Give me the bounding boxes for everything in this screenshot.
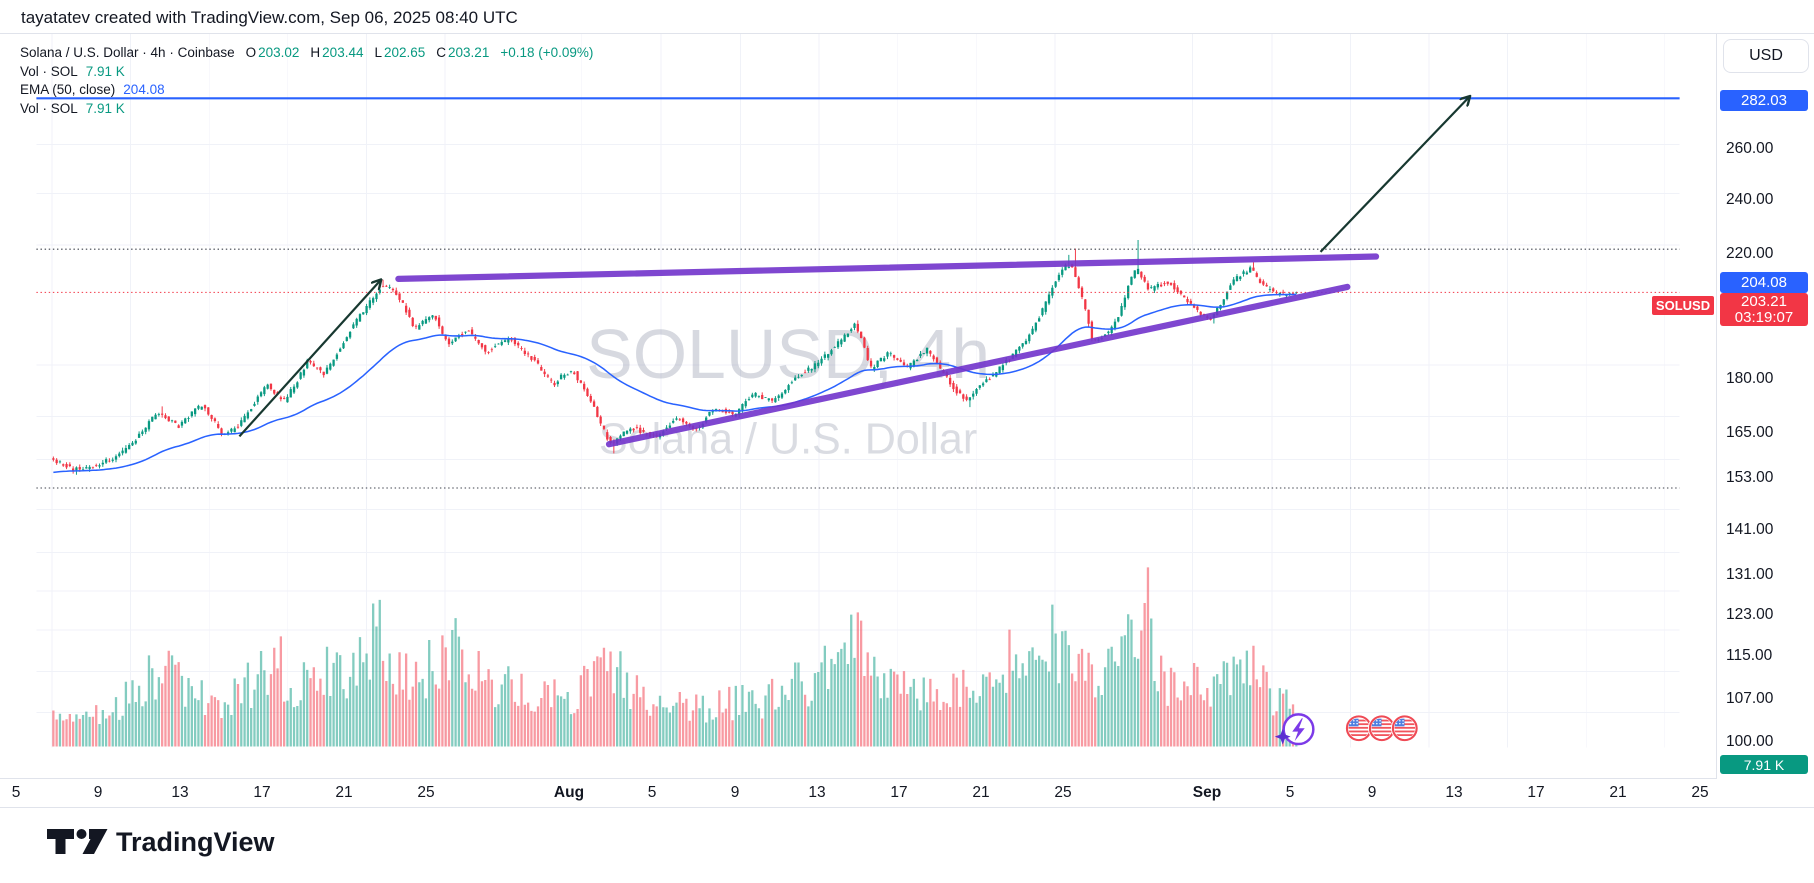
price-tick-label: 165.00	[1726, 424, 1774, 441]
price-tick-label: 180.00	[1726, 370, 1774, 387]
time-axis[interactable]: 5 9 13 17 21 25 Aug 5 9 13 17 21 25 Sep 5 9 13 17 21 25	[0, 778, 1814, 808]
volume2-label: Vol · SOL	[20, 100, 78, 116]
change-value: +0.18 (+0.09%)	[500, 45, 594, 60]
arrow-drawing-1	[238, 281, 380, 438]
horizontal-line-price-badge: 282.03	[1720, 90, 1808, 111]
price-tick-label: 100.00	[1726, 733, 1774, 750]
economic-event-flag-icon[interactable]	[1345, 714, 1373, 743]
time-tick-label: 25	[1054, 784, 1072, 801]
candles-and-volume	[52, 239, 1298, 747]
time-tick-label: 13	[808, 784, 826, 801]
price-axis[interactable]: USD 260.00 240.00 220.00 180.00 165.00 153.00…	[1716, 34, 1814, 779]
time-tick-label: 9	[93, 784, 103, 801]
time-tick-label: Aug	[553, 784, 585, 801]
close-value: 203.21	[448, 45, 490, 60]
ema-line	[53, 293, 1297, 474]
event-icons[interactable]	[1274, 713, 1419, 746]
time-tick-label: 9	[1367, 784, 1377, 801]
bar-countdown: 03:19:07	[1734, 308, 1794, 326]
ema-value: 204.08	[123, 82, 165, 97]
watermark-title: Solana / U.S. Dollar	[599, 415, 977, 463]
lightning-event-icon[interactable]	[1274, 713, 1315, 746]
high-value: 203.44	[322, 45, 364, 60]
legend-volume-row-2[interactable]: Vol · SOL 7.91 K	[20, 100, 593, 119]
time-tick-label: 17	[890, 784, 908, 801]
ema-label: EMA (50, close)	[20, 82, 116, 97]
arrow-drawing-2	[1319, 97, 1469, 253]
time-tick-label: 25	[1691, 784, 1709, 801]
legend-volume-row[interactable]: Vol · SOL 7.91 K	[20, 63, 593, 82]
last-price-value: 203.21	[1741, 293, 1787, 310]
symbol-title: Solana / U.S. Dollar · 4h · Coinbase	[20, 45, 235, 60]
legend-ema-row[interactable]: EMA (50, close) 204.08	[20, 81, 593, 100]
price-tick-label: 260.00	[1726, 140, 1774, 157]
time-tick-label: 21	[1609, 784, 1627, 801]
trendline-upper	[395, 253, 1380, 282]
close-label: C	[436, 45, 447, 60]
price-tick-label: 240.00	[1726, 191, 1774, 208]
price-tick-label: 107.00	[1726, 690, 1774, 707]
open-label: O	[245, 45, 257, 60]
currency-button[interactable]: USD	[1723, 39, 1809, 73]
volume-label: Vol · SOL	[20, 63, 78, 79]
time-tick-label: 21	[335, 784, 353, 801]
time-tick-label: Sep	[1192, 784, 1222, 801]
candle-bodies-up	[58, 264, 1298, 471]
high-label: H	[310, 45, 321, 60]
price-tick-label: 115.00	[1726, 647, 1773, 664]
volume2-value: 7.91 K	[85, 100, 125, 116]
time-tick-label: 17	[253, 784, 271, 801]
time-tick-label: 5	[647, 784, 657, 801]
price-tick-label: 141.00	[1726, 521, 1774, 538]
chart-frame: SOLUSD, 4h Solana / U.S. Dollar Solana /…	[0, 33, 1814, 779]
time-tick-label: 5	[11, 784, 21, 801]
low-label: L	[374, 45, 382, 60]
volume-value-badge: 7.91 K	[1720, 755, 1808, 774]
trendline-lower	[605, 283, 1351, 448]
lightning-bolt-icon	[1292, 718, 1305, 742]
watermark-symbol: SOLUSD, 4h	[586, 315, 990, 393]
price-tick-label: 220.00	[1726, 245, 1774, 262]
chart-legend: Solana / U.S. Dollar · 4h · Coinbase O 20…	[20, 44, 593, 118]
price-tick-label: 123.00	[1726, 606, 1774, 623]
tradingview-logo[interactable]: TradingView	[40, 816, 300, 866]
time-tick-label: 13	[1445, 784, 1463, 801]
price-tick-label: 131.00	[1726, 566, 1774, 583]
legend-symbol-row[interactable]: Solana / U.S. Dollar · 4h · Coinbase O 20…	[20, 44, 593, 63]
attribution-text: tayatatev created with TradingView.com, …	[21, 8, 518, 27]
time-tick-label: 21	[972, 784, 990, 801]
sparkle-icon	[1274, 728, 1291, 745]
economic-event-flag-icon[interactable]	[1390, 714, 1419, 743]
tradingview-logo-mark: TradingView	[47, 827, 276, 857]
economic-event-flag-icon[interactable]	[1368, 714, 1396, 743]
time-tick-label: 5	[1285, 784, 1295, 801]
volume-bars-up	[58, 599, 1298, 747]
time-tick-label: 9	[730, 784, 740, 801]
volume-value: 7.91 K	[85, 63, 125, 79]
time-tick-label: 25	[417, 784, 435, 801]
tradingview-logo-text: TradingView	[116, 827, 276, 857]
volume-bars-down	[52, 567, 1295, 747]
drawings-overlay	[36, 97, 1680, 489]
last-price-badge: 203.21 03:19:07	[1720, 293, 1808, 326]
price-chart-canvas[interactable]: SOLUSD, 4h Solana / U.S. Dollar	[0, 34, 1716, 779]
open-value: 203.02	[258, 45, 300, 60]
time-tick-label: 17	[1527, 784, 1545, 801]
current-price-symbol-tag: SOLUSD	[1652, 296, 1714, 315]
time-tick-label: 13	[171, 784, 189, 801]
ema-value-badge: 204.08	[1720, 272, 1808, 293]
price-tick-label: 153.00	[1726, 469, 1774, 486]
low-value: 202.65	[383, 45, 426, 60]
